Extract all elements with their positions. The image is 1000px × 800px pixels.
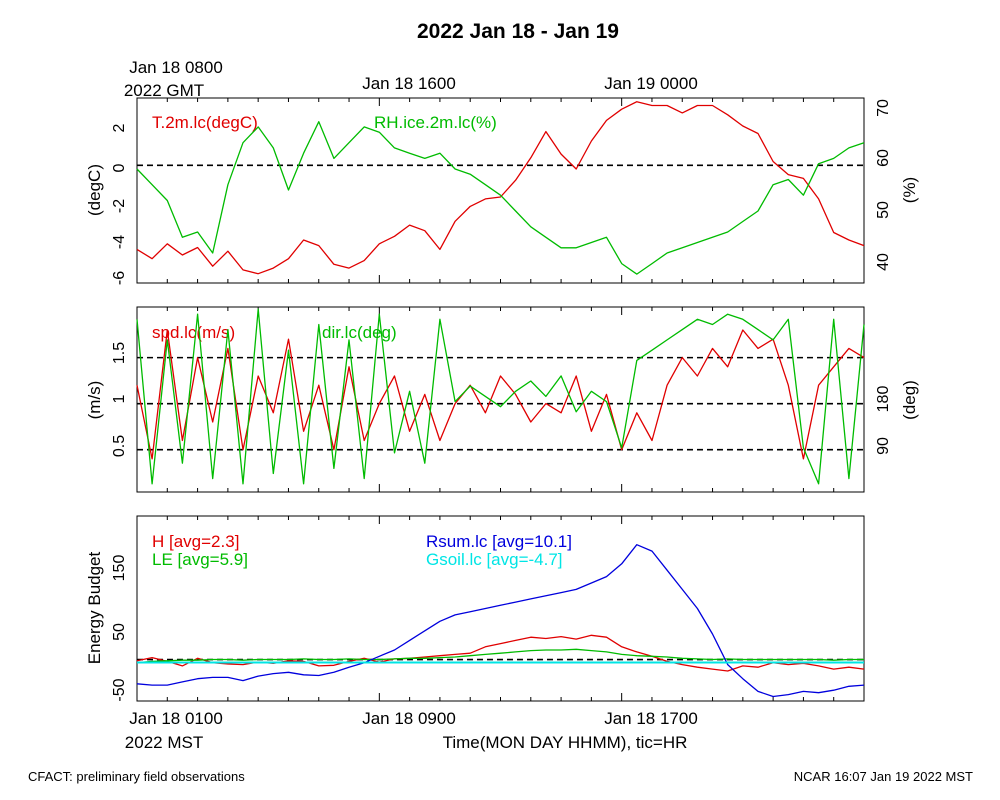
legend-le: LE [avg=5.9] xyxy=(152,550,248,569)
panel-2-ytick-left-0: 1.5 xyxy=(111,342,128,364)
legend-temperature: T.2m.lc(degC) xyxy=(152,113,258,132)
top-axis-first-label-sub: 2022 GMT xyxy=(124,81,204,100)
panel-2-ytick-left-1: 1 xyxy=(111,394,128,403)
panel-1-ylabel-left: (degC) xyxy=(85,164,104,216)
panel-3-ylabel: Energy Budget xyxy=(85,551,104,664)
panel-3-ytick-1: 50 xyxy=(111,623,128,641)
chart-marks xyxy=(136,98,865,701)
bottom-axis-label-1: Jan 18 0900 xyxy=(362,709,456,728)
series-line-le xyxy=(136,648,864,664)
legend-direction: dir.lc(deg) xyxy=(322,323,397,342)
x-axis-title: Time(MON DAY HHMM), tic=HR xyxy=(443,733,688,752)
panel-3-ytick-0: 150 xyxy=(111,555,128,582)
panel-1-ytick-left-4: -6 xyxy=(111,271,128,285)
panel-1-ytick-right-1: 60 xyxy=(875,149,892,167)
panel-2-ytick-right-1: 90 xyxy=(875,437,892,455)
panel-1-ylabel-right: (%) xyxy=(900,177,919,203)
series-line-spd-lc xyxy=(136,329,865,460)
top-axis-label-2: Jan 19 0000 xyxy=(604,74,698,93)
series-line-t-2m-lc xyxy=(136,101,865,275)
chart-title: 2022 Jan 18 - Jan 19 xyxy=(417,20,619,43)
panel-1-ytick-right-0: 70 xyxy=(875,99,892,117)
panel-2-frame xyxy=(136,306,865,493)
bottom-axis-first-label: Jan 18 0100 xyxy=(129,709,223,728)
footer-right: NCAR 16:07 Jan 19 2022 MST xyxy=(794,769,973,784)
series-line-rh-ice-2m-lc xyxy=(136,121,865,275)
legend-rsum: Rsum.lc [avg=10.1] xyxy=(426,532,572,551)
panel-3-ytick-2: -50 xyxy=(111,678,128,701)
panel-2-ylabel-left: (m/s) xyxy=(85,381,104,420)
panel-1-ytick-left-1: 0 xyxy=(111,163,128,172)
footer-left: CFACT: preliminary field observations xyxy=(28,769,245,784)
legend-speed: spd.lc(m/s) xyxy=(152,323,235,342)
series-line-rsum-lc xyxy=(136,544,865,698)
legend-humidity: RH.ice.2m.lc(%) xyxy=(374,113,497,132)
bottom-axis-first-label-sub: 2022 MST xyxy=(125,733,203,752)
panel-2-ytick-right-0: 180 xyxy=(875,386,892,413)
panel-1-ytick-right-3: 40 xyxy=(875,253,892,271)
panel-1-ytick-right-2: 50 xyxy=(875,201,892,219)
top-axis-first-label: Jan 18 0800 xyxy=(129,58,223,77)
bottom-axis-label-2: Jan 18 1700 xyxy=(604,709,698,728)
legend-h: H [avg=2.3] xyxy=(152,532,239,551)
series-line-dir-lc xyxy=(136,308,865,485)
panel-1-ytick-left-3: -4 xyxy=(111,235,128,249)
panel-2-ytick-left-2: 0.5 xyxy=(111,435,128,457)
panel-1-ytick-left-0: 2 xyxy=(111,123,128,132)
panel-2-ylabel-right: (deg) xyxy=(900,380,919,420)
top-axis-label-1: Jan 18 1600 xyxy=(362,74,456,93)
legend-gsoil: Gsoil.lc [avg=-4.7] xyxy=(426,550,563,569)
panel-1-ytick-left-2: -2 xyxy=(111,199,128,213)
